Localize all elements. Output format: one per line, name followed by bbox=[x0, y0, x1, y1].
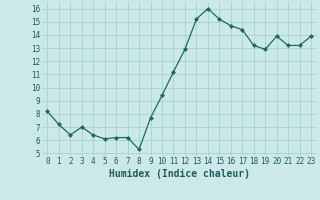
X-axis label: Humidex (Indice chaleur): Humidex (Indice chaleur) bbox=[109, 169, 250, 179]
